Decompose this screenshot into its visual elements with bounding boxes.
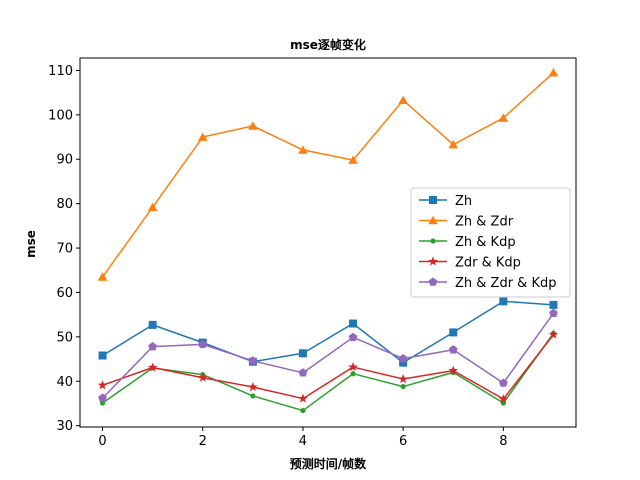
data-point [398, 374, 408, 384]
series-2 [97, 68, 559, 281]
data-point [448, 345, 458, 354]
series-line [102, 332, 555, 412]
data-point [398, 354, 408, 363]
y-tick-label: 30 [56, 419, 73, 434]
data-point [300, 407, 306, 414]
data-point [98, 393, 107, 402]
legend: Zh Zh & Zdr Zh & Kdp Zdr & Kdp Zh & Zdr & Kd… [410, 187, 571, 298]
legend-marker [428, 277, 438, 286]
x-tick-label: 2 [199, 434, 207, 449]
y-tick-label: 110 [48, 64, 73, 79]
series-line [101, 72, 554, 278]
legend-label: Zh & Kdp [455, 235, 516, 250]
data-point [197, 132, 208, 141]
data-point [350, 371, 356, 377]
data-point [548, 68, 559, 77]
data-point [248, 121, 258, 130]
data-point [97, 272, 108, 281]
y-tick-label: 40 [56, 375, 73, 390]
data-point [498, 113, 509, 122]
x-tick-label: 6 [399, 434, 407, 449]
series-line [102, 300, 554, 364]
data-point [98, 351, 107, 360]
legend-label: Zh [455, 194, 472, 209]
data-point [499, 297, 508, 306]
data-point [250, 393, 256, 399]
y-tick-label: 50 [56, 330, 73, 345]
plot-frame [79, 57, 577, 428]
data-point [448, 139, 459, 149]
data-point [349, 319, 358, 328]
data-point [198, 339, 208, 349]
legend-marker [430, 238, 436, 244]
data-point [400, 383, 406, 390]
data-point [148, 320, 157, 329]
legend-entry: Zh & Kdp [419, 235, 516, 250]
legend-entry: Zh & Zdr & Kdp [419, 276, 556, 291]
data-point [398, 95, 408, 104]
series-5 [98, 308, 558, 402]
data-point [348, 362, 358, 372]
y-tick-label: 70 [56, 242, 73, 257]
y-tick-label: 60 [56, 286, 73, 301]
data-point [348, 332, 358, 342]
y-tick-label: 90 [56, 153, 73, 168]
x-tick-label: 8 [499, 434, 507, 449]
data-point [248, 382, 258, 392]
y-tick-label: 80 [56, 197, 73, 212]
data-point [498, 378, 508, 387]
legend-marker [429, 196, 437, 204]
data-point [348, 155, 358, 164]
data-point [298, 393, 308, 403]
data-point [147, 362, 158, 372]
data-point [298, 145, 308, 154]
series-4 [97, 329, 559, 404]
x-tick-label: 4 [299, 434, 307, 449]
legend-label: Zdr & Kdp [455, 256, 521, 271]
data-point [549, 300, 558, 309]
x-axis-title: 预测时间/帧数 [290, 456, 367, 471]
data-point [97, 380, 108, 390]
plot-area: 0 2 4 6 8 30 40 50 60 70 80 90 100 110 [48, 57, 577, 449]
data-point [148, 342, 158, 351]
series-line [102, 312, 555, 399]
data-point [449, 328, 458, 337]
legend-entry: Zh [419, 194, 472, 209]
data-point [298, 349, 307, 358]
legend-label: Zh & Zdr [455, 215, 514, 230]
y-tick-label: 100 [48, 108, 73, 123]
y-axis-title: mse [24, 230, 38, 258]
data-point [549, 308, 558, 318]
legend-box [410, 187, 571, 298]
legend-entry: Zdr & Kdp [419, 256, 521, 271]
chart-title: mse逐帧变化 [290, 37, 366, 52]
data-point [498, 394, 509, 404]
legend-entry: Zh & Zdr [419, 215, 514, 230]
data-point [448, 365, 459, 375]
data-point [548, 329, 559, 339]
x-tick-label: 0 [98, 434, 106, 449]
legend-marker [428, 256, 438, 266]
data-point [399, 358, 408, 367]
data-point [197, 372, 208, 382]
legend-marker [428, 215, 438, 225]
series-line [102, 334, 555, 400]
data-point [298, 368, 308, 377]
data-point [147, 202, 158, 211]
data-point [248, 356, 258, 365]
legend-label: Zh & Zdr & Kdp [455, 276, 556, 291]
